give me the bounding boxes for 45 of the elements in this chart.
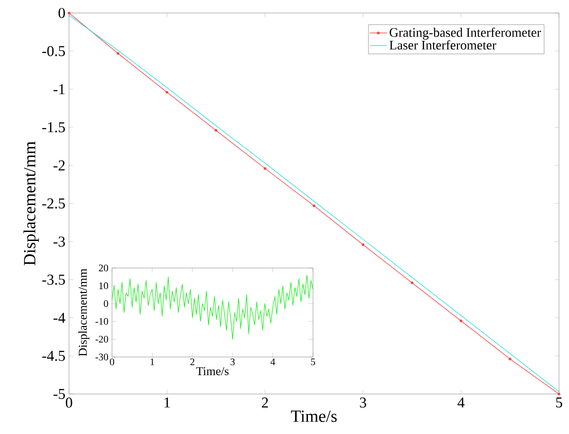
y-tick-label: -3.5 (42, 274, 65, 285)
x-tick-label: 2 (262, 398, 268, 408)
x-tick-label: 5 (311, 358, 316, 366)
x-axis-title: Time/s (196, 367, 229, 376)
x-tick-label: 4 (270, 358, 276, 366)
y-tick-label: 10 (99, 282, 108, 290)
x-tick-label: 3 (230, 358, 235, 366)
y-tick-label: -0.5 (42, 46, 65, 56)
x-tick-label: 5 (556, 398, 562, 408)
y-tick-label: -2.5 (42, 198, 65, 209)
legend-label: Laser Interferometer (390, 40, 496, 50)
y-tick-label: 20 (98, 264, 108, 272)
point (410, 281, 414, 284)
point (312, 204, 316, 208)
y-tick-label: -10 (96, 318, 108, 325)
y-tick-label: -1 (54, 84, 65, 94)
line-series (112, 274, 314, 340)
y-tick-label: 0 (58, 8, 65, 18)
y-tick-label: -5 (54, 389, 65, 399)
y-tick-label: -20 (96, 336, 108, 343)
point (460, 320, 462, 322)
point (68, 12, 70, 14)
y-tick-label: -4 (54, 312, 66, 323)
y-tick-label: -2 (54, 160, 65, 170)
point (166, 90, 168, 94)
point (214, 129, 218, 132)
y-axis-title: Displacement/mm (23, 141, 39, 266)
point (116, 52, 120, 55)
point (508, 358, 512, 360)
x-tick-label: 1 (150, 358, 154, 366)
x-tick-label: 3 (360, 398, 366, 408)
x-tick-label: 0 (66, 398, 72, 408)
x-tick-label: 0 (110, 358, 114, 366)
y-tick-label: -3 (54, 236, 65, 247)
x-tick-label: 1 (164, 398, 170, 408)
y-tick-label: 0 (104, 300, 108, 307)
y-tick-label: -1.5 (42, 122, 65, 132)
x-tick-label: 2 (190, 358, 194, 366)
y-axis-title: Displacement/mm (78, 268, 90, 356)
x-tick-label: 4 (458, 398, 465, 408)
y-tick-label: -30 (96, 354, 108, 360)
point (264, 167, 266, 170)
x-axis-title: Time/s (291, 410, 337, 422)
y-tick-label: -4.5 (42, 350, 65, 361)
legend-label: Grating-based Interferometer (390, 28, 542, 40)
